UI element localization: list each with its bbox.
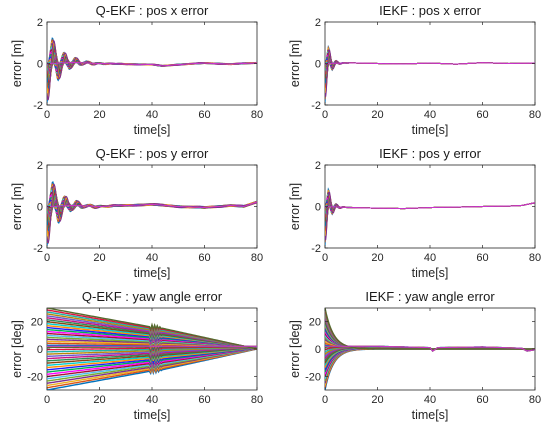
y-tick-label: 0 <box>315 344 321 356</box>
series-line-40 <box>325 308 535 350</box>
y-axis-label: error [deg] <box>10 320 24 378</box>
x-tick-label: 60 <box>198 109 210 121</box>
plot-marks <box>47 37 257 104</box>
x-tick-label: 40 <box>146 252 158 264</box>
series-line-mean <box>47 201 257 209</box>
y-tick-label: -2 <box>311 100 321 112</box>
series-line-mean <box>47 61 257 67</box>
plot-marks <box>325 308 535 390</box>
x-axis-label: time[s] <box>412 123 449 137</box>
chart-title: IEKF : yaw angle error <box>365 289 495 304</box>
y-tick-label: -2 <box>33 100 43 112</box>
x-axis-label: time[s] <box>412 266 449 280</box>
x-tick-label: 0 <box>44 394 50 406</box>
chart-title: Q-EKF : pos y error <box>96 146 209 161</box>
x-tick-label: 40 <box>146 394 158 406</box>
plot-marks <box>47 181 257 247</box>
series-line-24 <box>47 183 257 245</box>
series-line-mean <box>325 62 535 65</box>
x-tick-label: 80 <box>251 394 263 406</box>
y-tick-label: 2 <box>315 17 321 29</box>
y-axis-label: error [m] <box>288 183 302 230</box>
chart-title: IEKF : pos x error <box>379 3 482 18</box>
series-line-mean <box>325 345 535 352</box>
series-line-mean <box>325 202 535 210</box>
plot-marks <box>325 44 535 103</box>
y-tick-label: 2 <box>315 160 321 172</box>
plot-marks <box>47 308 257 390</box>
x-tick-label: 40 <box>146 109 158 121</box>
x-tick-label: 80 <box>529 252 541 264</box>
x-tick-label: 80 <box>529 109 541 121</box>
x-tick-label: 40 <box>424 109 436 121</box>
x-tick-label: 60 <box>476 252 488 264</box>
x-tick-label: 20 <box>371 109 383 121</box>
x-tick-label: 0 <box>322 252 328 264</box>
x-tick-label: 20 <box>93 109 105 121</box>
y-tick-label: -2 <box>33 243 43 255</box>
x-tick-label: 0 <box>322 109 328 121</box>
y-tick-label: 2 <box>37 17 43 29</box>
y-tick-label: 0 <box>315 59 321 71</box>
x-axis-label: time[s] <box>134 408 171 422</box>
y-tick-label: 0 <box>37 344 43 356</box>
series-line-40 <box>47 308 257 350</box>
y-tick-label: 0 <box>37 59 43 71</box>
y-axis-label: error [m] <box>10 183 24 230</box>
x-tick-label: 60 <box>198 252 210 264</box>
y-tick-label: 0 <box>315 202 321 214</box>
plot-marks <box>325 187 535 246</box>
y-tick-label: 20 <box>309 317 321 329</box>
x-axis-label: time[s] <box>412 408 449 422</box>
x-tick-label: 20 <box>93 252 105 264</box>
x-tick-label: 40 <box>424 252 436 264</box>
x-tick-label: 20 <box>371 394 383 406</box>
y-tick-label: -2 <box>311 243 321 255</box>
x-tick-label: 60 <box>476 109 488 121</box>
x-axis-label: time[s] <box>134 123 171 137</box>
x-tick-label: 60 <box>198 394 210 406</box>
y-tick-label: 2 <box>37 160 43 172</box>
x-tick-label: 0 <box>322 394 328 406</box>
y-axis-label: error [deg] <box>288 320 302 378</box>
y-tick-label: -20 <box>27 371 43 383</box>
x-axis-label: time[s] <box>134 266 171 280</box>
y-tick-label: 20 <box>31 317 43 329</box>
y-tick-label: 0 <box>37 202 43 214</box>
y-axis-label: error [m] <box>10 40 24 87</box>
x-tick-label: 80 <box>251 252 263 264</box>
x-tick-label: 40 <box>424 394 436 406</box>
y-tick-label: -20 <box>305 371 321 383</box>
x-tick-label: 80 <box>251 109 263 121</box>
chart-title: IEKF : pos y error <box>379 146 482 161</box>
x-tick-label: 20 <box>93 394 105 406</box>
x-tick-label: 60 <box>476 394 488 406</box>
chart-title: Q-EKF : yaw angle error <box>82 289 223 304</box>
x-tick-label: 80 <box>529 394 541 406</box>
x-tick-label: 0 <box>44 109 50 121</box>
x-tick-label: 20 <box>371 252 383 264</box>
x-tick-label: 0 <box>44 252 50 264</box>
y-axis-label: error [m] <box>288 40 302 87</box>
chart-title: Q-EKF : pos x error <box>96 3 209 18</box>
